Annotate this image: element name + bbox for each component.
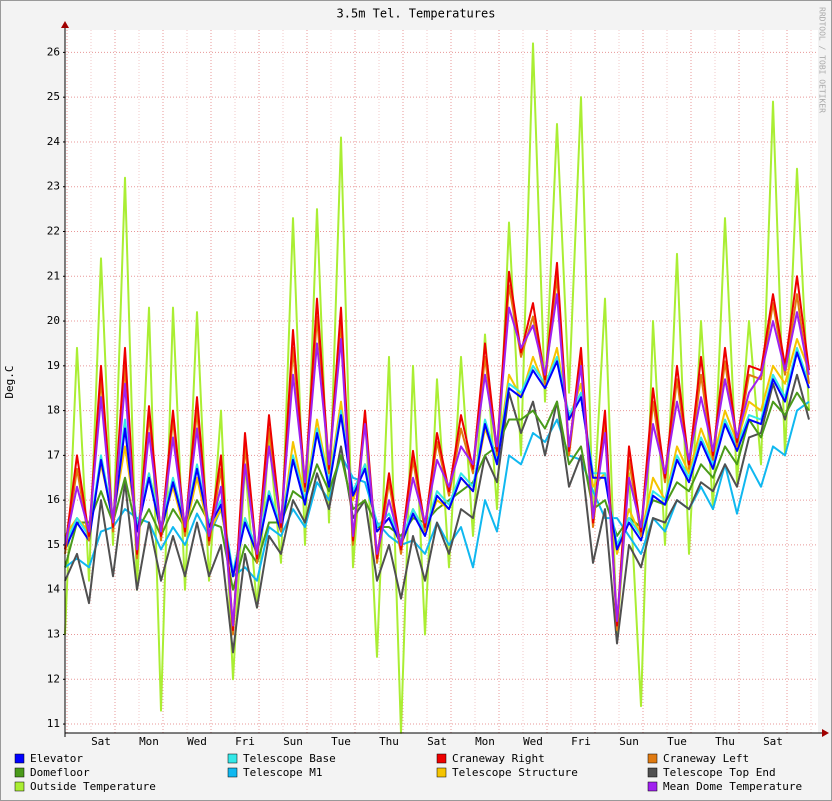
legend-label: Telescope Structure xyxy=(452,766,578,779)
legend-swatch xyxy=(14,767,25,778)
x-tick-label: Fri xyxy=(235,735,255,748)
lines xyxy=(64,42,810,734)
y-tick-label: 14 xyxy=(47,583,61,596)
x-axis-arrow xyxy=(822,729,829,737)
legend-label: Outside Temperature xyxy=(30,780,156,793)
legend-swatch xyxy=(227,753,238,764)
y-axis-label: Deg.C xyxy=(3,365,16,398)
legend-swatch xyxy=(436,767,447,778)
x-tick-label: Sat xyxy=(763,735,783,748)
x-tick-label: Tue xyxy=(667,735,687,748)
x-tick-label: Mon xyxy=(475,735,495,748)
y-tick-label: 22 xyxy=(47,224,60,237)
legend: Elevator Telescope Base Craneway Right Cran… xyxy=(14,752,802,793)
x-tick-label: Sat xyxy=(91,735,111,748)
series-line xyxy=(64,293,810,627)
legend-label: Craneway Left xyxy=(663,752,749,765)
legend-label: Telescope M1 xyxy=(243,766,322,779)
y-tick-label: 20 xyxy=(47,314,60,327)
y-axis-arrow xyxy=(61,21,69,28)
series-line xyxy=(64,373,810,654)
credit: RRDTOOL / TOBI OETIKER xyxy=(818,7,827,113)
y-tick-label: 12 xyxy=(47,672,60,685)
legend-label: Domefloor xyxy=(30,766,90,779)
legend-swatch xyxy=(436,753,447,764)
y-tick-label: 23 xyxy=(47,180,60,193)
x-tick-label: Sun xyxy=(283,735,303,748)
y-tick-label: 13 xyxy=(47,627,60,640)
legend-swatch xyxy=(14,753,25,764)
legend-swatch xyxy=(14,781,25,792)
series-line xyxy=(64,351,810,578)
legend-swatch xyxy=(227,767,238,778)
plot-area xyxy=(65,30,818,733)
legend-label: Telescope Top End xyxy=(663,766,776,779)
x-tick-label: Tue xyxy=(331,735,351,748)
legend-label: Craneway Right xyxy=(452,752,545,765)
series-line xyxy=(64,337,810,578)
legend-label: Elevator xyxy=(30,752,83,765)
x-tick-label: Wed xyxy=(523,735,543,748)
legend-swatch xyxy=(647,767,658,778)
legend-swatch xyxy=(647,781,658,792)
y-tick-label: 24 xyxy=(47,135,61,148)
x-tick-label: Fri xyxy=(571,735,591,748)
y-tick-label: 19 xyxy=(47,359,60,372)
y-tick-label: 11 xyxy=(47,717,60,730)
legend-swatch xyxy=(647,753,658,764)
y-tick-label: 17 xyxy=(47,448,60,461)
legend-label: Telescope Base xyxy=(243,752,336,765)
grid xyxy=(63,30,818,733)
y-tick-label: 21 xyxy=(47,269,60,282)
x-tick-label: Mon xyxy=(139,735,159,748)
legend-label: Mean Dome Temperature xyxy=(663,780,802,793)
x-tick-label: Sat xyxy=(427,735,447,748)
y-tick-label: 26 xyxy=(47,45,60,58)
x-tick-label: Wed xyxy=(187,735,207,748)
x-tick-label: Thu xyxy=(715,735,735,748)
y-tick-label: 15 xyxy=(47,538,60,551)
y-tick-label: 18 xyxy=(47,404,60,417)
y-tick-label: 25 xyxy=(47,90,60,103)
chart-title: 3.5m Tel. Temperatures xyxy=(337,7,496,21)
y-tick-label: 16 xyxy=(47,493,60,506)
x-tick-label: Thu xyxy=(379,735,399,748)
x-tick-label: Sun xyxy=(619,735,639,748)
